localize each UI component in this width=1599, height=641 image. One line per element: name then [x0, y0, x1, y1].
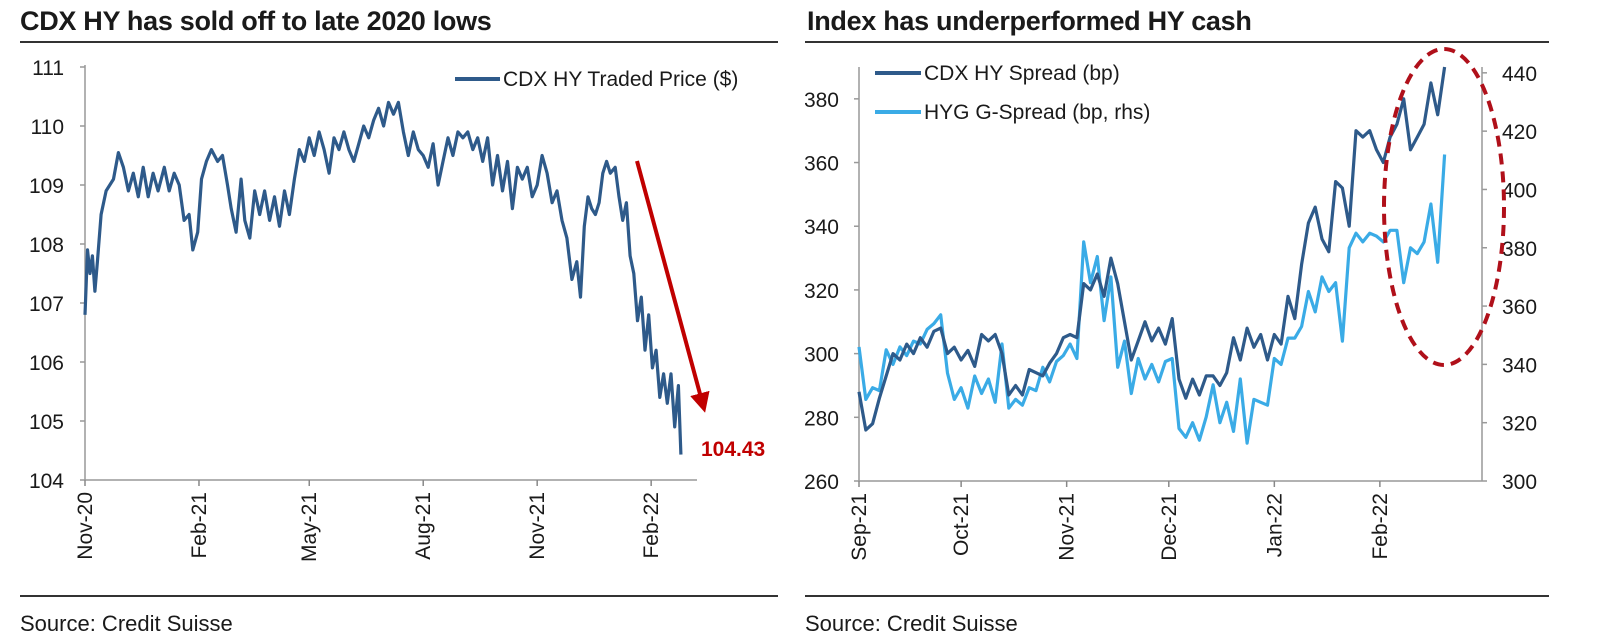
right-source-note: Source: Credit Suisse [805, 611, 1018, 636]
sell-off-arrow [635, 160, 710, 413]
highlight-ellipse [1382, 47, 1506, 367]
y-tick-label-2: 106 [29, 352, 64, 375]
legend-label-cdx-hy-price: CDX HY Traded Price ($) [503, 68, 738, 91]
series-line-cdx-hy-price [83, 100, 683, 455]
right-chart-panel: Index has underperformed HY cash 260 280 3… [805, 0, 1599, 641]
y-right-tick-label-5: 400 [1502, 179, 1537, 202]
y-left-tick-label-1: 280 [805, 407, 839, 430]
x-tick-label-0: Sep-21 [848, 493, 871, 561]
y-right-tick-label-7: 440 [1502, 63, 1537, 86]
left-chart-title: CDX HY has sold off to late 2020 lows [20, 6, 492, 36]
left-chart-svg: 104 105 106 107 108 109 110 111 Nov-20 Feb-21 May-… [29, 57, 765, 562]
right-chart-title: Index has underperformed HY cash [807, 6, 1252, 36]
x-tick-label-2: May-21 [298, 492, 321, 562]
x-tick-label-0: Nov-20 [74, 492, 97, 560]
right-source-rule [805, 595, 1549, 597]
y-tick-label-7: 111 [32, 57, 64, 80]
y-left-tick-label-5: 360 [805, 153, 839, 176]
y-tick-label-1: 105 [29, 411, 64, 434]
y-right-tick-label-4: 380 [1502, 238, 1537, 261]
y-tick-label-6: 110 [31, 116, 64, 139]
y-right-tick-label-2: 340 [1502, 354, 1537, 377]
y-left-tick-label-6: 380 [805, 89, 839, 112]
x-tick-label-5: Feb-22 [640, 492, 663, 559]
legend-label-cdx-hy-spread: CDX HY Spread (bp) [924, 62, 1120, 85]
x-tick-label-4: Jan-22 [1263, 493, 1286, 557]
y-right-tick-label-3: 360 [1502, 296, 1537, 319]
left-source-note: Source: Credit Suisse [20, 611, 233, 636]
y-tick-label-0: 104 [29, 470, 64, 493]
y-tick-label-3: 107 [29, 293, 64, 316]
series-line-cdx-hy-spread [857, 66, 1447, 432]
y-tick-label-4: 108 [29, 234, 64, 257]
series-line-hyg-g-spread [857, 154, 1447, 445]
x-tick-label-1: Oct-21 [950, 493, 973, 556]
right-title-rule [805, 41, 1549, 43]
right-chart-svg: 260 280 300 320 340 360 380 300 320 340 360 380 400 4… [805, 47, 1537, 561]
y-tick-label-5: 109 [29, 175, 64, 198]
y-right-tick-label-1: 320 [1502, 413, 1537, 436]
y-left-tick-label-2: 300 [805, 344, 839, 367]
y-right-tick-label-6: 420 [1502, 121, 1537, 144]
x-tick-label-4: Nov-21 [526, 492, 549, 560]
left-title-rule [20, 41, 778, 43]
y-right-tick-label-0: 300 [1502, 471, 1537, 494]
x-tick-label-1: Feb-21 [188, 492, 211, 559]
x-tick-label-3: Aug-21 [412, 492, 435, 560]
last-price-label: 104.43 [701, 438, 765, 461]
x-tick-label-3: Dec-21 [1158, 493, 1181, 561]
legend-label-hyg-g-spread: HYG G-Spread (bp, rhs) [924, 101, 1150, 124]
x-tick-label-2: Nov-21 [1056, 493, 1079, 561]
left-chart-panel: CDX HY has sold off to late 2020 lows 10… [0, 0, 790, 641]
x-tick-label-5: Feb-22 [1369, 493, 1392, 560]
y-left-tick-label-0: 260 [805, 471, 839, 494]
left-source-rule [20, 595, 778, 597]
y-left-tick-label-4: 340 [805, 216, 839, 239]
y-left-tick-label-3: 320 [805, 280, 839, 303]
